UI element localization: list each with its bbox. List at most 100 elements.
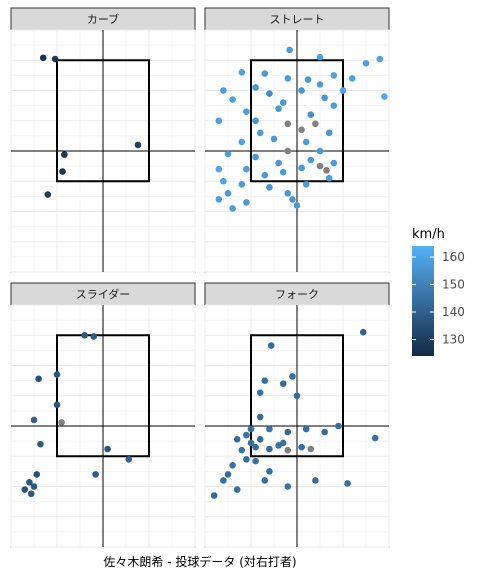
facet-panel-slider: スライダー <box>11 283 195 547</box>
legend-tick-label: 140 <box>442 305 465 319</box>
pitch-point <box>331 160 338 167</box>
pitch-point <box>321 94 328 101</box>
pitch-point <box>317 54 324 61</box>
pitch-point <box>381 93 388 100</box>
pitch-point <box>37 441 44 448</box>
pitch-point <box>344 480 351 487</box>
pitch-point <box>225 190 232 197</box>
pitch-point <box>243 432 250 439</box>
pitch-point <box>81 332 88 339</box>
pitch-point <box>22 486 29 493</box>
facet-strip-label: フォーク <box>275 288 319 301</box>
facet-panel-straight: ストレート <box>205 8 389 272</box>
pitch-point <box>239 181 246 188</box>
pitch-point <box>289 196 296 203</box>
facet-strip-label: ストレート <box>270 13 325 26</box>
pitch-point <box>40 55 47 62</box>
facet-strip-label: スライダー <box>76 287 131 301</box>
pitch-point <box>317 163 324 170</box>
pitch-point <box>225 471 232 478</box>
pitch-point <box>216 196 223 203</box>
pitch-point <box>285 447 292 454</box>
pitch-point <box>303 139 310 146</box>
pitch-point <box>331 102 338 109</box>
pitch-point <box>271 136 278 143</box>
pitch-point <box>58 419 65 426</box>
pitch-point <box>286 47 293 54</box>
pitch-point <box>294 202 301 209</box>
pitch-point <box>305 76 312 83</box>
pitch-point <box>52 56 59 63</box>
pitch-point <box>92 471 99 478</box>
pitch-point <box>298 127 305 134</box>
color-legend: km/h 130140150160 <box>412 227 465 356</box>
pitch-point <box>229 462 236 469</box>
pitch-point <box>268 342 275 349</box>
pitch-point <box>262 172 269 179</box>
pitch-point <box>285 120 292 127</box>
pitch-point <box>59 168 66 175</box>
facet-panel-fork: フォーク <box>205 283 389 547</box>
pitch-point <box>298 165 305 172</box>
pitch-point <box>331 72 338 79</box>
pitch-point <box>216 117 223 124</box>
pitch-point <box>35 376 42 383</box>
pitch-point <box>289 373 296 380</box>
pitch-point <box>262 377 269 384</box>
pitch-point <box>308 446 315 453</box>
pitch-point <box>298 87 305 94</box>
pitch-point <box>335 423 342 430</box>
pitch-point <box>229 205 236 212</box>
pitch-point <box>372 435 379 442</box>
pitch-point <box>135 142 142 149</box>
pitch-point <box>285 75 292 82</box>
pitch-point <box>220 178 227 185</box>
pitch-point <box>262 477 269 484</box>
pitch-point <box>54 402 61 409</box>
pitch-point <box>31 417 38 424</box>
pitch-point <box>275 160 282 167</box>
pitch-point <box>363 60 370 67</box>
pitch-point <box>257 414 264 421</box>
pitch-point <box>303 181 310 188</box>
pitch-point <box>225 151 232 158</box>
pitch-point <box>31 483 38 490</box>
pitch-point <box>220 477 227 484</box>
pitch-point <box>125 456 132 463</box>
chart-caption: 佐々木朗希 - 投球データ (対右打者) <box>103 554 296 569</box>
pitch-point <box>104 446 111 453</box>
pitch-point <box>326 175 333 182</box>
pitch-point <box>239 69 246 76</box>
pitch-point <box>33 471 40 478</box>
pitch-point <box>262 70 269 77</box>
pitch-point <box>326 130 333 137</box>
facet-strip-label: カーブ <box>87 12 119 26</box>
pitch-point <box>211 492 218 499</box>
pitch-point <box>257 436 264 443</box>
pitch-point <box>294 392 301 399</box>
pitch-point <box>298 444 305 451</box>
pitch-point <box>360 329 367 336</box>
pitch-point <box>285 190 292 197</box>
pitch-point <box>312 120 319 127</box>
pitch-point <box>243 108 250 115</box>
pitch-point <box>54 371 61 378</box>
pitch-point <box>229 96 236 103</box>
pitch-point <box>303 426 310 433</box>
pitch-point <box>252 444 259 451</box>
pitch-point <box>349 75 356 82</box>
pitch-point <box>266 426 273 433</box>
pitch-point <box>239 447 246 454</box>
pitch-point <box>252 154 259 161</box>
pitch-point <box>340 87 347 94</box>
pitch-point <box>285 429 292 436</box>
pitch-point <box>266 90 273 97</box>
pitch-point <box>323 167 330 174</box>
pitch-point <box>266 468 273 475</box>
pitch-point <box>317 148 324 155</box>
pitch-point <box>61 151 68 158</box>
pitch-point <box>275 105 282 112</box>
pitch-point <box>280 380 287 387</box>
pitch-point <box>266 184 273 191</box>
